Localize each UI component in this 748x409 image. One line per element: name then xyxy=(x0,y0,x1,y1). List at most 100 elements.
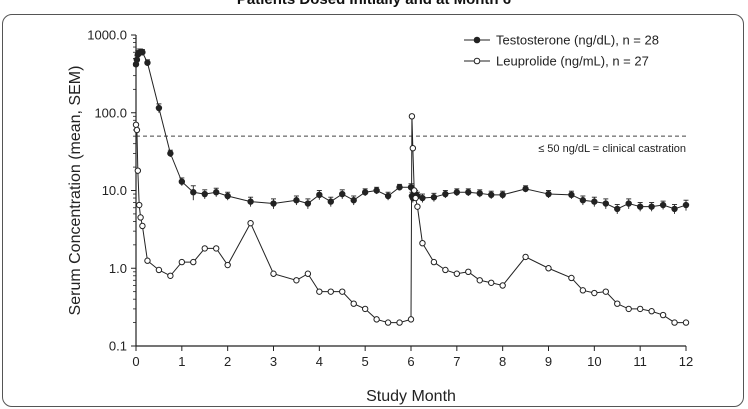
leuprolide-point xyxy=(304,270,312,277)
testosterone-point xyxy=(361,189,369,196)
testosterone-point xyxy=(682,201,690,209)
testosterone-point xyxy=(339,190,346,198)
testosterone-point xyxy=(384,192,392,200)
leuprolide-point xyxy=(408,113,416,120)
testosterone-point xyxy=(213,189,220,196)
testosterone-point xyxy=(350,197,357,204)
leuprolide-point xyxy=(602,288,609,295)
x-tick-label: 12 xyxy=(679,354,693,369)
testosterone-point xyxy=(602,200,609,207)
testosterone-point xyxy=(419,194,426,202)
testosterone-point xyxy=(139,49,146,56)
testosterone-point xyxy=(625,200,632,207)
testosterone-point xyxy=(293,197,300,204)
leuprolide-point xyxy=(591,289,598,297)
leuprolide-point xyxy=(247,219,254,227)
leuprolide-point xyxy=(682,319,690,326)
leuprolide-point xyxy=(139,222,146,230)
x-tick-label: 8 xyxy=(499,354,506,369)
y-tick-label: 100.0 xyxy=(94,105,127,120)
leuprolide-point xyxy=(201,245,208,252)
testosterone-point xyxy=(396,184,403,191)
leuprolide-point xyxy=(465,268,472,276)
leuprolide-point xyxy=(648,308,655,315)
leuprolide-point xyxy=(568,274,575,282)
x-tick-label: 4 xyxy=(316,354,323,369)
testosterone-point xyxy=(465,189,472,196)
legend-marker-0 xyxy=(473,36,481,44)
testosterone-point xyxy=(167,150,174,157)
testosterone-point xyxy=(579,197,587,204)
leuprolide-point xyxy=(414,203,421,210)
testosterone-point xyxy=(155,104,163,112)
leuprolide-point xyxy=(316,288,323,295)
chart-frame xyxy=(2,14,744,407)
testosterone-point xyxy=(453,189,461,196)
y-tick-label: 1000.0 xyxy=(87,28,127,43)
leuprolide-point xyxy=(293,277,300,284)
testosterone-point xyxy=(614,205,621,213)
testosterone-point xyxy=(545,190,552,198)
x-axis-label: Study Month xyxy=(366,388,456,405)
testosterone-point xyxy=(568,191,575,199)
leuprolide-point xyxy=(384,319,392,326)
leuprolide-point xyxy=(270,270,277,277)
leuprolide-point xyxy=(167,272,174,279)
leuprolide-point xyxy=(155,266,163,274)
leuprolide-point xyxy=(412,194,419,202)
x-tick-label: 1 xyxy=(178,354,185,369)
x-tick-label: 10 xyxy=(587,354,601,369)
y-axis-label: Serum Concentration (mean, SEM) xyxy=(67,66,84,316)
leuprolide-point xyxy=(178,258,186,266)
testosterone-point xyxy=(201,190,208,198)
leuprolide-point xyxy=(213,245,220,252)
testosterone-point xyxy=(522,185,529,193)
leuprolide-point xyxy=(137,214,144,221)
leuprolide-point xyxy=(190,258,197,266)
leuprolide-point xyxy=(409,144,417,152)
leuprolide-point xyxy=(659,311,667,319)
leuprolide-point xyxy=(625,305,632,313)
leuprolide-point xyxy=(411,187,418,194)
testosterone-point xyxy=(499,191,506,199)
testosterone-point xyxy=(476,190,483,197)
leuprolide-point xyxy=(133,126,141,134)
chart-title: Patients Dosed Initially and at Month 6 xyxy=(0,0,748,8)
y-tick-label: 10.0 xyxy=(102,183,127,198)
x-tick-label: 2 xyxy=(224,354,231,369)
leuprolide-point xyxy=(132,121,140,128)
testosterone-point xyxy=(442,190,449,198)
x-tick-label: 9 xyxy=(545,354,552,369)
testosterone-point xyxy=(373,187,380,194)
leuprolide-point xyxy=(396,319,403,326)
legend-marker-1 xyxy=(473,57,481,65)
leuprolide-point xyxy=(636,305,644,313)
leuprolide-point xyxy=(136,201,143,209)
x-tick-label: 0 xyxy=(132,354,139,369)
testosterone-point xyxy=(133,56,141,63)
clinical-castration-label: ≤ 50 ng/dL = clinical castration xyxy=(538,143,686,155)
x-tick-label: 6 xyxy=(407,354,414,369)
x-tick-label: 3 xyxy=(270,354,277,369)
testosterone-point xyxy=(636,203,644,210)
leuprolide-point xyxy=(373,316,380,323)
leuprolide-point xyxy=(327,288,334,295)
leuprolide-point xyxy=(350,300,357,307)
leuprolide-point xyxy=(430,258,438,266)
testosterone-point xyxy=(247,198,254,205)
x-tick-label: 7 xyxy=(453,354,460,369)
leuprolide-point xyxy=(407,316,415,323)
y-tick-label: 0.1 xyxy=(109,339,127,354)
leuprolide-point xyxy=(671,319,678,326)
x-tick-label: 5 xyxy=(362,354,369,369)
leuprolide-point xyxy=(614,300,621,307)
leuprolide-point xyxy=(442,266,449,274)
leuprolide-point xyxy=(545,265,552,272)
testosterone-point xyxy=(224,192,231,200)
testosterone-point xyxy=(316,191,323,199)
leuprolide-point xyxy=(361,305,369,313)
testosterone-point xyxy=(178,178,186,185)
leuprolide-point xyxy=(499,282,506,289)
legend-label-1: Leuprolide (ng/mL), n = 27 xyxy=(496,54,649,69)
testosterone-point xyxy=(327,198,334,205)
